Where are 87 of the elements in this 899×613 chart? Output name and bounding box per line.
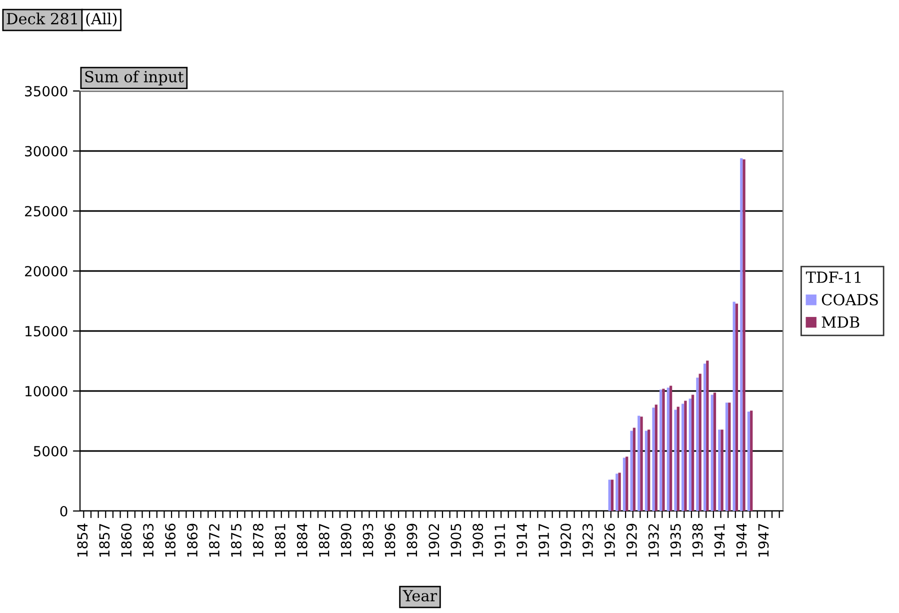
- x-tick-label: 1914: [516, 524, 528, 557]
- bar: [630, 430, 633, 511]
- x-tick-label: 1866: [165, 524, 176, 557]
- x-tick-label: 1854: [77, 524, 88, 557]
- bar: [622, 458, 626, 511]
- bar: [662, 388, 665, 511]
- bar: [648, 430, 650, 511]
- y-tick-label: 20000: [25, 266, 68, 276]
- x-tick-label: 1863: [143, 524, 154, 557]
- x-tick-label: 1926: [604, 524, 615, 557]
- y-tick-label: 30000: [25, 146, 68, 156]
- bar: [703, 364, 706, 511]
- bar: [742, 159, 746, 511]
- x-tick-label: 1860: [121, 524, 132, 557]
- x-tick-label: 1929: [626, 524, 637, 557]
- x-tick-label: 1899: [406, 524, 418, 557]
- bar: [728, 402, 731, 511]
- x-tick-label: 1875: [230, 524, 242, 557]
- bar: [652, 408, 655, 511]
- x-tick-label: 1938: [692, 524, 703, 557]
- y-tick-label: 25000: [25, 206, 68, 216]
- x-tick-label: 1935: [670, 524, 681, 557]
- bar: [610, 480, 614, 511]
- bar: [660, 390, 662, 511]
- bar: [747, 412, 750, 511]
- x-axis-title: Year: [402, 590, 438, 602]
- y-axis-title: Sum of input: [85, 70, 184, 86]
- x-tick-label: 1896: [384, 524, 396, 557]
- text: Deck 281: [6, 12, 77, 24]
- x-tick-label: 1944: [736, 524, 747, 557]
- bar: [725, 402, 728, 511]
- bar: [638, 416, 640, 511]
- bar: [706, 360, 709, 511]
- bar: [732, 302, 736, 511]
- x-tick-label: 1908: [472, 524, 484, 557]
- bar: [618, 472, 621, 511]
- x-tick-label: 1872: [209, 524, 220, 557]
- x-tick-label: 1893: [362, 524, 374, 557]
- text: (All): [86, 12, 117, 27]
- bar: [684, 400, 687, 511]
- x-tick-label: 1932: [648, 524, 659, 557]
- bar: [666, 388, 670, 511]
- bar: [710, 394, 714, 511]
- bar: [626, 456, 628, 511]
- bar: [720, 430, 724, 511]
- bar: [640, 416, 643, 511]
- y-tick-label: 5000: [34, 446, 68, 456]
- x-tick-label: 1947: [758, 524, 769, 557]
- y-tick-label: 15000: [26, 326, 68, 336]
- bar: [682, 404, 684, 511]
- y-tick-label: 0: [60, 506, 68, 516]
- x-tick-label: 1941: [714, 524, 725, 557]
- y-tick-label: 35000: [25, 86, 68, 96]
- bar: [740, 158, 743, 511]
- x-tick-label: 1884: [296, 524, 308, 557]
- bar: [718, 430, 721, 511]
- y-tick-label: 10000: [26, 386, 68, 396]
- x-tick-label: 1920: [560, 524, 572, 557]
- x-tick-label: 1887: [318, 524, 330, 557]
- bar: [616, 474, 618, 511]
- bar: [654, 404, 658, 511]
- x-tick-label: 1917: [538, 524, 550, 557]
- legend-label: MDB: [822, 316, 860, 328]
- bar: [696, 378, 699, 511]
- x-tick-label: 1902: [428, 524, 440, 557]
- x-tick-label: 1857: [99, 524, 110, 557]
- bar: [674, 410, 677, 511]
- bar: [632, 428, 636, 511]
- bar: [750, 410, 753, 511]
- x-tick-label: 1905: [450, 524, 462, 557]
- bar: [713, 392, 716, 511]
- bar: [644, 430, 648, 511]
- bar: [608, 480, 611, 511]
- x-tick-label: 1881: [274, 524, 286, 557]
- bar: [676, 406, 680, 511]
- legend-title: TDF-11: [806, 271, 861, 283]
- x-tick-label: 1869: [187, 524, 198, 557]
- bar: [688, 398, 692, 511]
- bar: [698, 374, 702, 511]
- x-tick-label: 1890: [340, 524, 352, 557]
- legend-label: COADS: [822, 294, 878, 306]
- bar: [735, 304, 738, 511]
- x-tick-label: 1878: [252, 524, 264, 557]
- bar: [691, 394, 694, 511]
- x-tick-label: 1911: [494, 524, 506, 557]
- x-tick-label: 1923: [582, 524, 593, 557]
- bar: [669, 386, 672, 511]
